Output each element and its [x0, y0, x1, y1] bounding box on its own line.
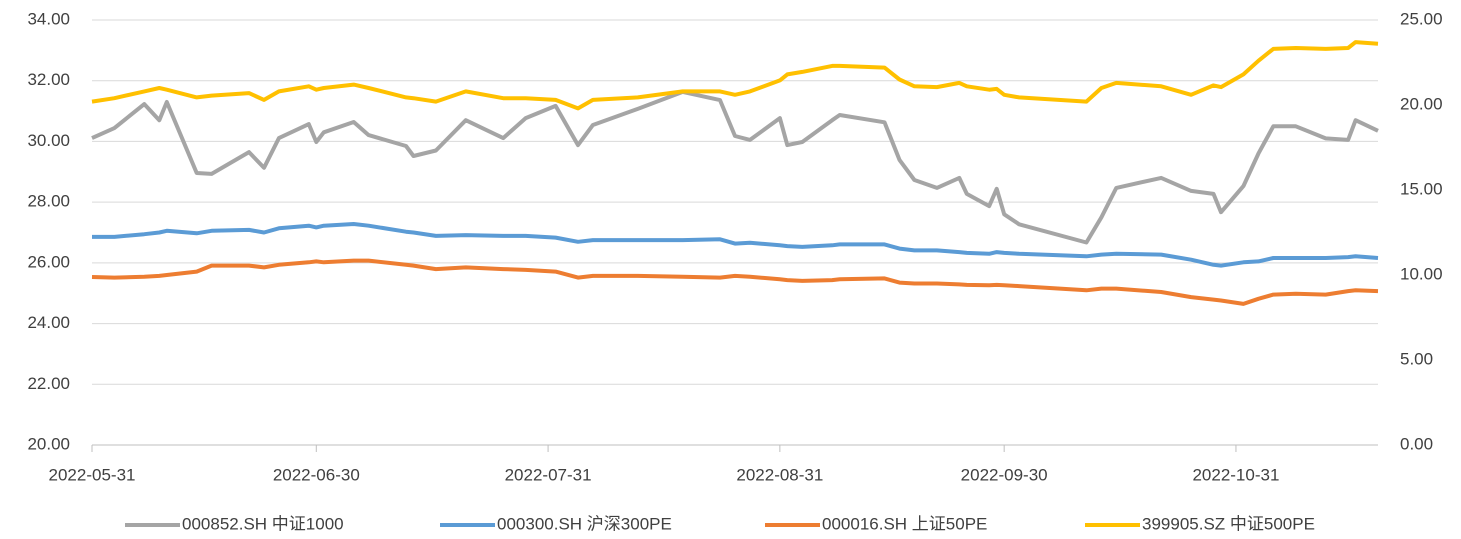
x-tick-label: 2022-07-31 [505, 465, 592, 484]
series-line [92, 222, 1379, 268]
y-tick-label: 34.00 [27, 9, 70, 28]
x-tick-label: 2022-05-31 [49, 465, 136, 484]
x-tick-label: 2022-06-30 [273, 465, 360, 484]
legend-label: 000852.SH 中证1000 [182, 514, 344, 533]
y2-tick-label: 0.00 [1400, 434, 1433, 453]
x-tick-label: 2022-08-31 [736, 465, 823, 484]
y2-tick-label: 10.00 [1400, 264, 1443, 283]
y-tick-label: 28.00 [27, 192, 70, 211]
series-line [91, 89, 1379, 245]
x-tick-label: 2022-10-31 [1192, 465, 1279, 484]
y-tick-label: 32.00 [27, 70, 70, 89]
series-line [91, 40, 1379, 111]
legend-label: 000300.SH 沪深300PE [497, 514, 672, 533]
series-line [91, 258, 1379, 306]
y2-tick-label: 15.00 [1400, 179, 1443, 198]
y-tick-label: 20.00 [27, 434, 70, 453]
y-tick-label: 30.00 [27, 131, 70, 150]
legend-label: 000016.SH 上证50PE [822, 514, 987, 533]
y2-tick-label: 20.00 [1400, 94, 1443, 113]
y2-tick-label: 25.00 [1400, 9, 1443, 28]
legend-label: 399905.SZ 中证500PE [1142, 514, 1315, 533]
y-tick-label: 22.00 [27, 374, 70, 393]
y-tick-label: 24.00 [27, 313, 70, 332]
y2-tick-label: 5.00 [1400, 349, 1433, 368]
x-tick-label: 2022-09-30 [961, 465, 1048, 484]
y-tick-label: 26.00 [27, 252, 70, 271]
